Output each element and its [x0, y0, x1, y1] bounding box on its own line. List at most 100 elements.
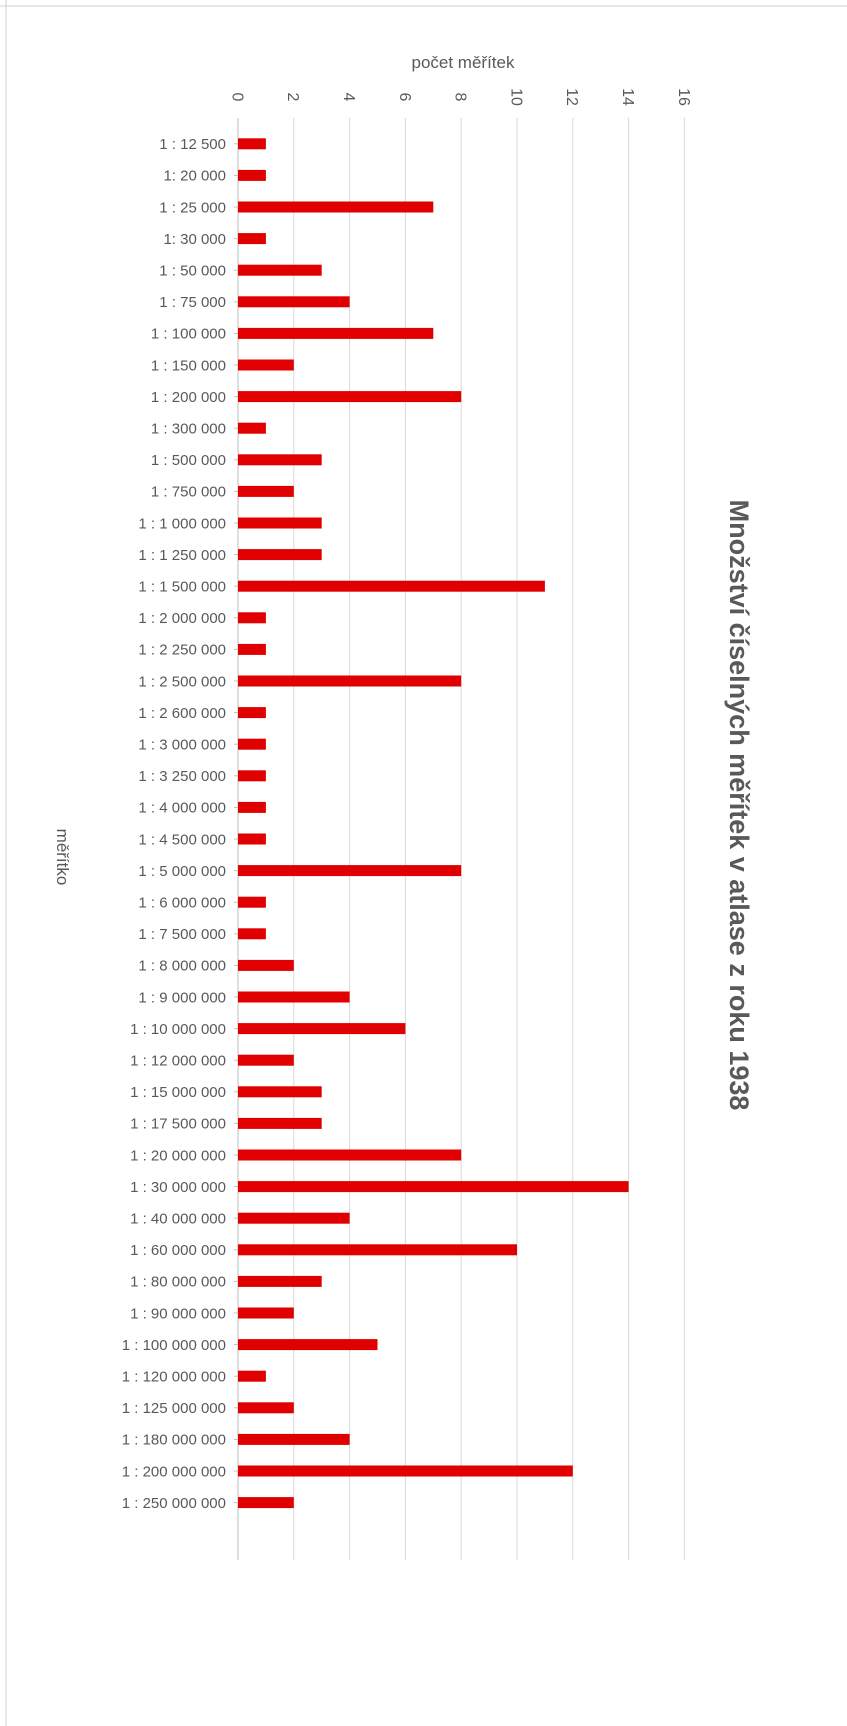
category-label: 1 : 1 250 000	[138, 547, 226, 564]
bar	[238, 612, 266, 624]
bar	[238, 1339, 378, 1351]
bar	[238, 580, 545, 592]
bar	[238, 801, 266, 813]
bar	[238, 1370, 266, 1382]
bar	[238, 738, 266, 750]
category-label: 1 : 4 000 000	[138, 800, 226, 817]
bar	[238, 928, 266, 940]
bar	[238, 264, 322, 276]
bar	[238, 1149, 462, 1161]
category-label: 1 : 2 500 000	[138, 673, 226, 690]
category-label: 1 : 2 000 000	[138, 610, 226, 627]
category-label: 1 : 180 000 000	[122, 1432, 226, 1449]
category-axis-labels: 1 : 12 500 1: 20 000 1 : 25 000 1: 30 000 1 …	[122, 136, 238, 1512]
bars	[238, 138, 629, 1509]
bar	[238, 1023, 406, 1035]
value-tick-label: 0	[228, 93, 245, 102]
bar	[238, 422, 266, 434]
category-label: 1 : 1 500 000	[138, 578, 226, 595]
bar	[238, 296, 350, 308]
bar	[238, 959, 294, 971]
bar	[238, 1402, 294, 1414]
category-label: 1 : 500 000	[151, 452, 226, 469]
bar	[238, 485, 294, 497]
category-label: 1 : 2 250 000	[138, 642, 226, 659]
bar	[238, 865, 462, 877]
bar	[238, 1497, 294, 1509]
category-label: 1 : 40 000 000	[130, 1210, 226, 1227]
bar	[238, 675, 462, 687]
bar	[238, 1307, 294, 1319]
category-label: 1 : 300 000	[151, 420, 226, 437]
category-label: 1 : 50 000	[159, 262, 226, 279]
category-label: 1 : 100 000	[151, 326, 226, 343]
bar	[238, 1086, 322, 1098]
value-axis-ticks: 0 2 4 6 8 10 12 14 16	[228, 88, 691, 106]
bar	[238, 549, 322, 561]
value-tick-label: 10	[507, 88, 524, 106]
category-axis-title: měřítko	[53, 829, 72, 886]
category-label: 1 : 90 000 000	[130, 1305, 226, 1322]
bar	[238, 169, 266, 181]
category-label: 1 : 200 000	[151, 389, 226, 406]
category-label: 1 : 7 500 000	[138, 926, 226, 943]
category-label: 1 : 80 000 000	[130, 1274, 226, 1291]
category-label: 1 : 2 600 000	[138, 705, 226, 722]
category-label: 1 : 150 000	[151, 357, 226, 374]
bar	[238, 1212, 350, 1224]
category-label: 1 : 5 000 000	[138, 863, 226, 880]
category-label: 1 : 3 000 000	[138, 736, 226, 753]
category-label: 1: 20 000	[163, 168, 226, 185]
value-tick-label: 4	[340, 93, 357, 102]
bar	[238, 517, 322, 529]
category-label: 1 : 20 000 000	[130, 1147, 226, 1164]
category-label: 1 : 120 000 000	[122, 1368, 226, 1385]
bar	[238, 138, 266, 150]
bar	[238, 643, 266, 655]
bar	[238, 327, 434, 339]
bar	[238, 833, 266, 845]
bar	[238, 233, 266, 245]
gridlines	[237, 118, 685, 1560]
category-label: 1 : 125 000 000	[122, 1400, 226, 1417]
bar	[238, 391, 462, 403]
category-label: 1 : 4 500 000	[138, 831, 226, 848]
bar	[238, 896, 266, 908]
category-label: 1 : 12 500	[159, 136, 226, 153]
category-label: 1 : 1 000 000	[138, 515, 226, 532]
bar	[238, 359, 294, 371]
bar	[238, 1117, 322, 1129]
category-label: 1 : 10 000 000	[130, 1021, 226, 1038]
category-label: 1 : 30 000 000	[130, 1179, 226, 1196]
category-label: 1 : 25 000	[159, 199, 226, 216]
category-label: 1 : 9 000 000	[138, 989, 226, 1006]
bar	[238, 1181, 629, 1193]
category-label: 1 : 200 000 000	[122, 1463, 226, 1480]
category-label: 1 : 750 000	[151, 484, 226, 501]
bar	[238, 454, 322, 466]
category-label: 1 : 15 000 000	[130, 1084, 226, 1101]
bar	[238, 707, 266, 719]
value-tick-label: 16	[675, 88, 692, 106]
category-label: 1 : 8 000 000	[138, 958, 226, 975]
category-label: 1: 30 000	[163, 231, 226, 248]
value-tick-label: 2	[284, 93, 301, 102]
bar	[238, 991, 350, 1003]
bar	[238, 1465, 573, 1477]
bar	[238, 1275, 322, 1287]
category-label: 1 : 3 250 000	[138, 768, 226, 785]
category-label: 1 : 12 000 000	[130, 1052, 226, 1069]
bar	[238, 770, 266, 782]
value-tick-label: 14	[619, 88, 636, 106]
category-label: 1 : 250 000 000	[122, 1495, 226, 1512]
chart-title: Množství číselných měřítek v atlase z ro…	[724, 500, 754, 1111]
bar	[238, 1244, 517, 1256]
bar	[238, 1433, 350, 1445]
category-label: 1 : 17 500 000	[130, 1116, 226, 1133]
category-label: 1 : 60 000 000	[130, 1242, 226, 1259]
value-axis-title: počet měřítek	[412, 53, 515, 72]
bar	[238, 1054, 294, 1066]
value-tick-label: 8	[452, 93, 469, 102]
